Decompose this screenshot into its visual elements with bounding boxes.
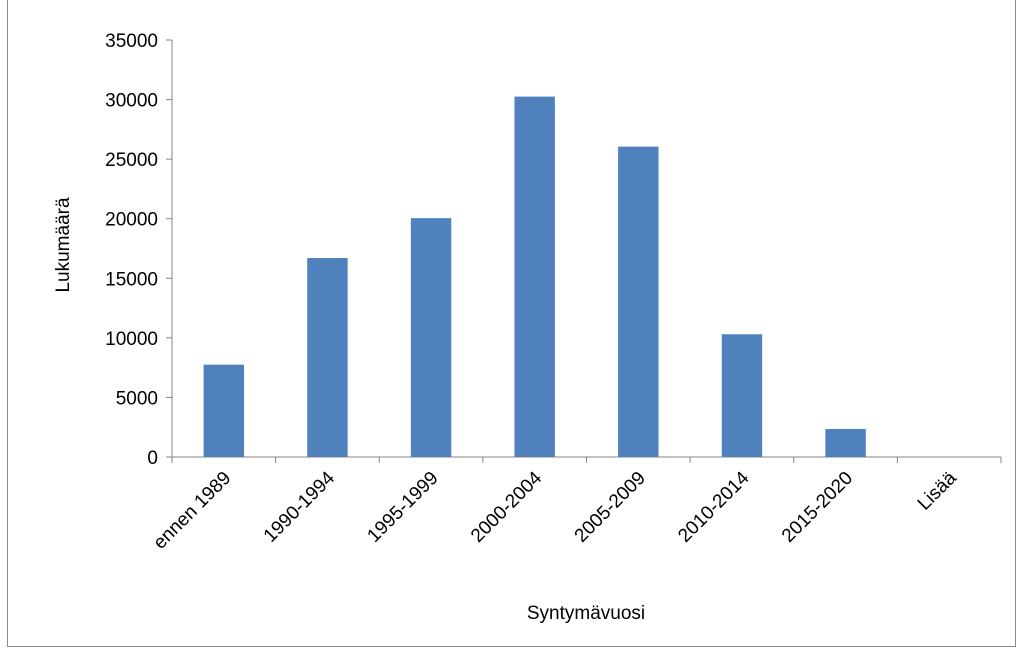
x-tick-label: ennen 1989 [150,468,236,554]
x-tick-label: 1990-1994 [260,467,339,546]
y-tick-label: 15000 [105,269,158,290]
x-tick-label: 1995-1999 [363,468,442,547]
bar [410,218,452,457]
x-tick-label: 2005-2009 [571,468,650,547]
y-tick-label: 0 [147,448,158,469]
y-tick-label: 5000 [116,388,158,409]
y-tick-label: 10000 [105,329,158,350]
x-axis: ennen 1989 1990-1994 1995-1999 2000-2004 200… [150,456,1002,554]
bar [721,334,763,457]
y-tick-label: 25000 [105,150,158,171]
y-axis: 0 5000 10000 15000 20000 25000 30000 35000 [105,31,173,469]
x-axis-title: Syntymävuosi [527,603,645,624]
bars [203,96,866,457]
bar [203,364,245,457]
x-tick-label: 2015-2020 [778,468,857,547]
x-tick-label: 2000-2004 [467,467,546,546]
y-tick-label: 35000 [105,31,158,52]
bar [618,146,659,457]
chart-frame [7,0,1016,647]
y-axis-title: Lukumäärä [53,197,74,292]
y-tick-label: 20000 [105,210,158,231]
x-tick-label: 2010-2014 [674,467,753,546]
y-tick-label: 30000 [105,91,158,112]
bar [307,258,348,457]
bar [514,96,555,457]
x-tick-label: Lisää [914,467,961,514]
bar [825,429,866,457]
